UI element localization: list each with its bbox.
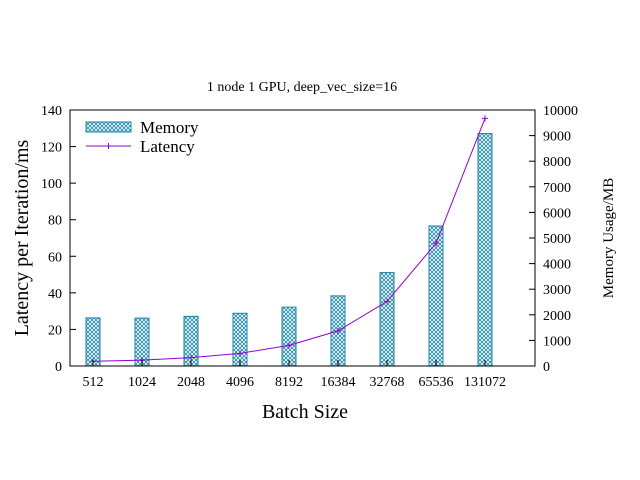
right-axis: 0 1000 2000 3000 4000 5000 6000 7000 8000 9000 100…: [529, 104, 578, 375]
memory-bar-131072: [477, 133, 493, 367]
right-tick-label: 6000: [543, 206, 571, 221]
x-tick-label: 1024: [128, 375, 156, 390]
x-tick-label: 65536: [419, 375, 454, 390]
x-tick-label: 4096: [226, 375, 254, 390]
right-tick-label: 0: [543, 360, 550, 375]
left-tick-label: 100: [41, 177, 62, 192]
legend-memory-label: Memory: [140, 118, 199, 137]
left-axis: 0 20 40 60 80 100 120 140: [41, 104, 76, 375]
left-tick-label: 20: [48, 323, 62, 338]
latency-point-131072: [482, 115, 488, 122]
latency-point-32768: [384, 298, 390, 305]
legend-latency-marker: [105, 143, 112, 149]
left-tick-label: 60: [48, 250, 62, 265]
left-tick-label: 0: [55, 360, 62, 375]
left-tick-label: 80: [48, 214, 62, 229]
right-tick-label: 9000: [543, 130, 571, 145]
right-tick-label: 5000: [543, 232, 571, 247]
x-tick-label: 512: [83, 375, 104, 390]
right-axis-label: Memory Usage/MB: [601, 178, 617, 298]
left-axis-label: Latency per Iteration/ms: [11, 139, 33, 336]
legend: Memory Latency: [85, 118, 199, 156]
right-tick-label: 7000: [543, 181, 571, 196]
right-tick-label: 8000: [543, 155, 571, 170]
left-tick-label: 40: [48, 287, 62, 302]
memory-bar-32768: [379, 272, 395, 367]
latency-point-2048: [188, 354, 194, 361]
right-tick-label: 3000: [543, 283, 571, 298]
latency-point-4096: [237, 350, 243, 357]
memory-bar-4096: [232, 312, 248, 367]
latency-point-8192: [286, 342, 292, 349]
right-tick-label: 10000: [543, 104, 578, 119]
memory-bar-65536: [428, 225, 444, 367]
memory-bars: [85, 133, 493, 367]
left-tick-label: 120: [41, 141, 62, 156]
x-tick-label: 16384: [321, 375, 356, 390]
legend-latency-label: Latency: [140, 137, 195, 156]
x-axis-label: Batch Size: [262, 401, 348, 423]
x-tick-label: 131072: [464, 375, 506, 390]
x-axis: 512 1024 2048 4096 8192 16384 32768 65536 131072: [83, 360, 506, 390]
chart-title: 1 node 1 GPU, deep_vec_size=16: [207, 80, 397, 95]
left-tick-label: 140: [41, 104, 62, 119]
latency-point-65536: [433, 240, 439, 247]
right-tick-label: 2000: [543, 309, 571, 324]
right-tick-label: 4000: [543, 258, 571, 273]
latency-point-16384: [335, 327, 341, 334]
x-tick-label: 2048: [177, 375, 205, 390]
legend-memory-swatch: [85, 121, 132, 133]
memory-bar-8192: [281, 306, 297, 367]
x-tick-label: 32768: [370, 375, 405, 390]
x-tick-label: 8192: [275, 375, 303, 390]
right-tick-label: 1000: [543, 334, 571, 349]
